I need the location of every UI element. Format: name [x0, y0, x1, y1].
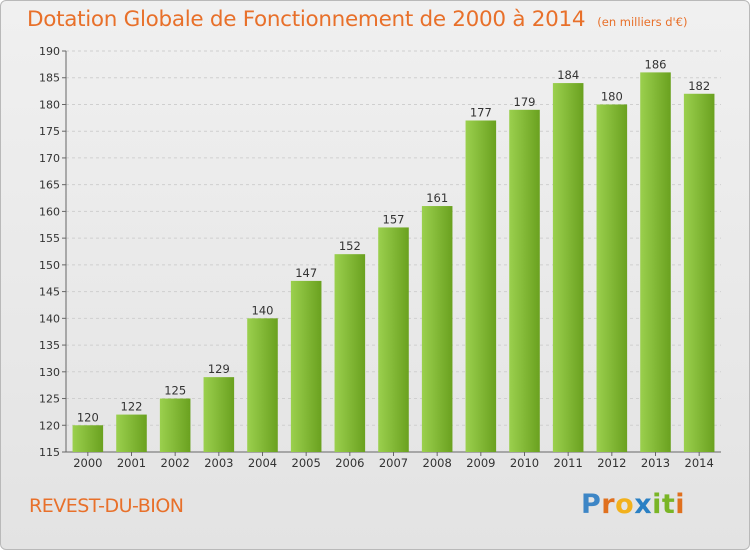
bar-2008 [421, 206, 453, 452]
logo-letter: i [675, 489, 686, 520]
y-tick-label: 130 [39, 366, 60, 379]
commune-name: REVEST-DU-BION [29, 495, 184, 517]
bar-2003 [203, 377, 235, 452]
axes: 115 120 125 130 135 140 145 150 155 160 165 170 175 1… [39, 45, 721, 470]
x-tick-label: 2007 [379, 456, 408, 470]
bar-2014 [683, 93, 715, 453]
bar-2005 [290, 280, 322, 452]
bar-value-label: 125 [164, 384, 186, 398]
bar-2001 [116, 414, 147, 452]
bar-value-label: 140 [252, 303, 274, 317]
bar-value-label: 147 [295, 266, 317, 280]
y-tick-label: 160 [39, 205, 60, 218]
y-tick-label: 180 [39, 98, 60, 111]
bar-value-label: 177 [470, 106, 492, 120]
y-tick-label: 165 [39, 179, 60, 192]
bar-value-label: 122 [121, 400, 143, 414]
bar-2006 [334, 254, 366, 452]
bar-value-label: 180 [601, 89, 623, 103]
logo-letter: o [615, 489, 635, 520]
data-labels: 120 122 125 129 140 147 152 157 161 177 179 184 180 1… [77, 57, 710, 424]
x-tick-label: 2012 [597, 456, 626, 470]
y-tick-label: 155 [39, 232, 60, 245]
logo-letter: r [601, 489, 616, 520]
bar-2007 [378, 227, 409, 452]
y-tick-label: 115 [39, 446, 60, 459]
x-tick-label: 2014 [685, 456, 714, 470]
y-tick-label: 175 [39, 125, 60, 138]
x-tick-label: 2001 [117, 456, 146, 470]
y-tick-label: 190 [39, 45, 60, 58]
x-tick-label: 2010 [510, 456, 539, 470]
x-tick-label: 2008 [423, 456, 452, 470]
x-tick-label: 2005 [292, 456, 321, 470]
x-tick-label: 2004 [248, 456, 277, 470]
bar-value-label: 161 [426, 191, 448, 205]
x-tick-label: 2000 [73, 456, 102, 470]
bar-value-label: 129 [208, 362, 230, 376]
proxiti-logo: Proxiti [581, 489, 685, 520]
y-tick-label: 145 [39, 286, 60, 299]
logo-letter: i [652, 489, 662, 520]
x-tick-label: 2002 [161, 456, 190, 470]
x-tick-label: 2003 [204, 456, 233, 470]
y-tick-label: 135 [39, 339, 60, 352]
y-tick-label: 120 [39, 419, 60, 432]
bar-2002 [159, 398, 191, 452]
bar-value-label: 182 [688, 79, 710, 93]
bar-2013 [640, 72, 671, 453]
chart-title: Dotation Globale de Fonctionnement de 20… [27, 7, 586, 32]
bar-2004 [247, 318, 278, 452]
bar-2010 [509, 109, 540, 453]
y-tick-label: 140 [39, 312, 60, 325]
bar-2011 [552, 83, 584, 452]
y-tick-label: 185 [39, 72, 60, 85]
bars [72, 72, 715, 453]
x-tick-label: 2006 [335, 456, 364, 470]
bar-value-label: 184 [557, 68, 579, 82]
bar-2000 [72, 425, 104, 452]
y-tick-label: 150 [39, 259, 60, 272]
logo-letter: t [661, 489, 676, 520]
x-tick-label: 2013 [641, 456, 670, 470]
y-tick-label: 170 [39, 152, 60, 165]
bar-value-label: 152 [339, 239, 361, 253]
x-tick-label: 2011 [554, 456, 583, 470]
bar-value-label: 186 [645, 57, 667, 71]
x-tick-label: 2009 [466, 456, 495, 470]
chart-title-block: Dotation Globale de Fonctionnement de 20… [27, 7, 687, 32]
bar-value-label: 157 [383, 212, 405, 226]
logo-letter: P [581, 489, 602, 520]
bar-2012 [596, 104, 628, 452]
bar-value-label: 179 [514, 95, 536, 109]
logo-letter: x [634, 489, 653, 520]
y-tick-label: 125 [39, 393, 60, 406]
chart-unit: (en milliers d'€) [597, 15, 688, 29]
bar-value-label: 120 [77, 410, 99, 424]
bar-2009 [465, 120, 497, 453]
